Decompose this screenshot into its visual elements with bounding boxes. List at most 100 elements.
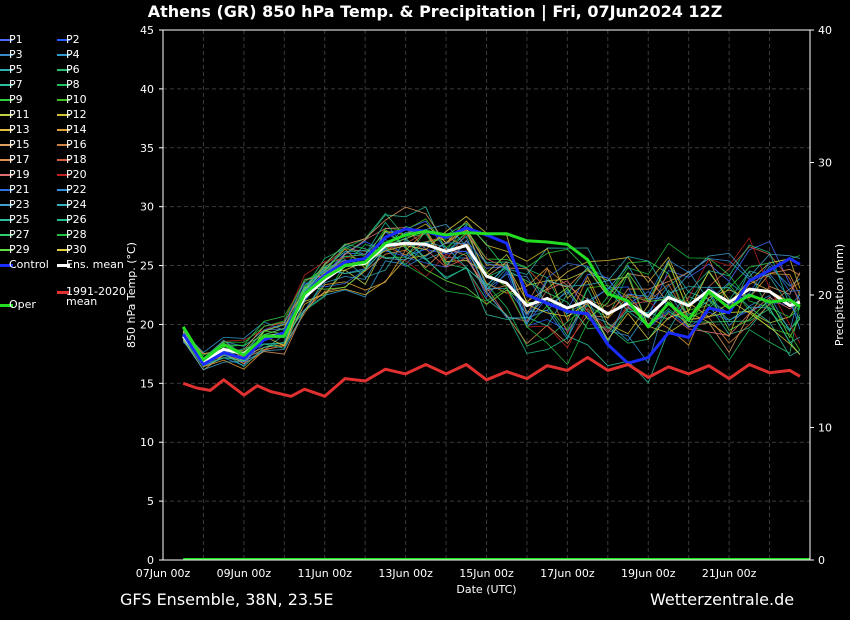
legend-swatch <box>57 249 70 251</box>
y-axis-label: 850 hPa Temp. (°C) <box>125 242 138 348</box>
y-tick-label: 0 <box>147 554 154 567</box>
legend-label: P9 <box>9 93 23 106</box>
legend-swatch <box>0 204 13 206</box>
legend-swatch <box>0 129 13 131</box>
legend-label: P8 <box>66 78 80 91</box>
legend-swatch <box>0 189 13 191</box>
legend-label: P10 <box>66 93 87 106</box>
legend-label: P28 <box>66 228 87 241</box>
x-axis-label: Date (UTC) <box>456 583 516 596</box>
legend-label: P6 <box>66 63 80 76</box>
legend-label: P2 <box>66 33 80 46</box>
legend-label: P4 <box>66 48 80 61</box>
legend-label: P19 <box>9 168 30 181</box>
legend-swatch <box>57 54 70 56</box>
x-tick-label: 21Jun 00z <box>702 567 757 580</box>
legend-swatch <box>0 99 13 101</box>
legend-swatch <box>0 234 13 236</box>
legend-swatch <box>0 249 13 251</box>
legend-label: Ens. mean <box>66 258 124 271</box>
legend-swatch <box>57 129 70 131</box>
legend-label: P11 <box>9 108 30 121</box>
y-tick-label: 10 <box>140 436 154 449</box>
member-line <box>182 237 801 367</box>
legend-swatch <box>0 219 13 221</box>
legend-swatch <box>57 114 70 116</box>
legend-swatch <box>0 39 13 41</box>
legend-label: P12 <box>66 108 87 121</box>
legend-swatch <box>57 264 70 267</box>
legend-swatch <box>57 144 70 146</box>
series-line <box>182 355 801 398</box>
legend-label: P1 <box>9 33 23 46</box>
axes: 0 5 10 15 20 25 30 35 40 45 0 10 20 30 40 07Jun 00z 09Ju… <box>125 24 846 596</box>
y-tick-label: 15 <box>140 377 154 390</box>
legend-label: P21 <box>9 183 30 196</box>
member-line <box>182 227 801 365</box>
legend-label: P17 <box>9 153 30 166</box>
legend-label: P3 <box>9 48 23 61</box>
legend-swatch <box>0 69 13 71</box>
member-line <box>182 223 801 371</box>
legend-swatch <box>57 84 70 86</box>
x-tick-label: 19Jun 00z <box>621 567 676 580</box>
y2-axis-label: Precipitation (mm) <box>833 244 846 346</box>
y2-tick-label: 20 <box>818 289 832 302</box>
member-line <box>182 221 801 359</box>
legend-label: P5 <box>9 63 23 76</box>
legend-swatch <box>0 144 13 146</box>
main-series <box>181 226 801 398</box>
legend-swatch <box>57 219 70 221</box>
member-line <box>182 228 801 356</box>
legend-label: P22 <box>66 183 87 196</box>
y-tick-label: 20 <box>140 318 154 331</box>
legend-swatch <box>57 174 70 176</box>
x-tick-label: 13Jun 00z <box>378 567 433 580</box>
y2-tick-label: 0 <box>818 554 825 567</box>
legend-label: P29 <box>9 243 30 256</box>
member-line <box>182 242 801 366</box>
legend-label: P14 <box>66 123 87 136</box>
x-tick-label: 07Jun 00z <box>136 567 191 580</box>
x-tick-label: 17Jun 00z <box>540 567 595 580</box>
legend-swatch <box>57 204 70 206</box>
legend-label: P24 <box>66 198 87 211</box>
x-tick-label: 11Jun 00z <box>298 567 353 580</box>
legend-label: P25 <box>9 213 30 226</box>
model-label: GFS Ensemble, 38N, 23.5E <box>120 590 334 609</box>
legend-label: P30 <box>66 243 87 256</box>
legend-swatch <box>57 39 70 41</box>
site-label: Wetterzentrale.de <box>650 590 795 609</box>
legend-swatch <box>0 114 13 116</box>
legend-label: Control <box>9 258 49 271</box>
legend-label: P23 <box>9 198 30 211</box>
legend-label: P15 <box>9 138 30 151</box>
legend-swatch <box>0 54 13 56</box>
legend-swatch <box>57 291 70 294</box>
member-line <box>182 222 801 366</box>
y-tick-label: 35 <box>140 142 154 155</box>
chart-title: Athens (GR) 850 hPa Temp. & Precipitatio… <box>147 2 723 21</box>
legend-label: P16 <box>66 138 87 151</box>
legend-swatch <box>0 304 13 307</box>
legend-swatch <box>0 264 13 267</box>
y-tick-label: 45 <box>140 24 154 37</box>
y2-tick-label: 30 <box>818 157 832 170</box>
plot-frame <box>162 29 811 561</box>
legend-label: 1991-2020 mean <box>66 285 126 308</box>
y-tick-label: 30 <box>140 201 154 214</box>
legend-swatch <box>0 84 13 86</box>
legend-label: P13 <box>9 123 30 136</box>
legend-label: P20 <box>66 168 87 181</box>
legend-label: P7 <box>9 78 23 91</box>
legend-swatch <box>57 189 70 191</box>
legend-swatch <box>57 69 70 71</box>
legend-swatch <box>57 99 70 101</box>
legend-label: P18 <box>66 153 87 166</box>
y2-tick-label: 40 <box>818 24 832 37</box>
y-tick-label: 5 <box>147 495 154 508</box>
series-line <box>181 229 801 362</box>
legend-swatch <box>0 159 13 161</box>
legend-swatch <box>57 234 70 236</box>
